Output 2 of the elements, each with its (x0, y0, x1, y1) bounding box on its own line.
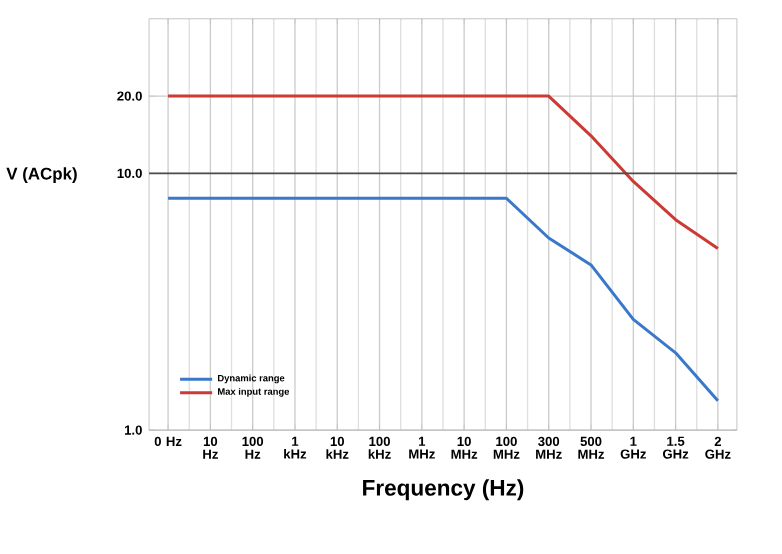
y-axis-title: V (ACpk) (6, 167, 77, 183)
x-axis-title: Frequency (Hz) (363, 479, 524, 501)
